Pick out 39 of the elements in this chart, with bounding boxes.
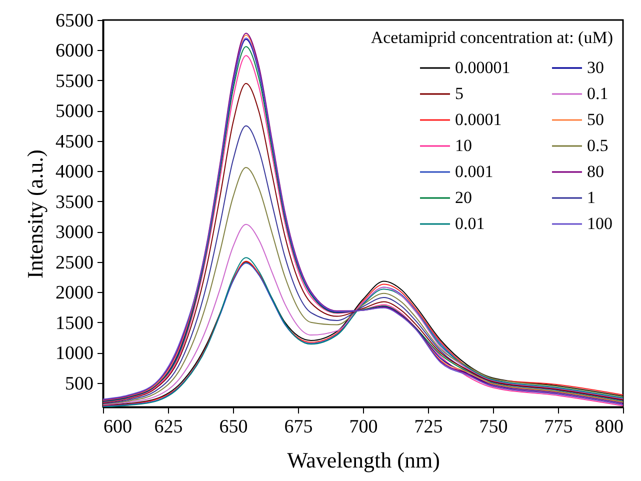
x-tick-label: 700 — [349, 416, 378, 438]
y-tick-label: 2500 — [56, 252, 94, 274]
y-axis-title: Intensity (a.u.) — [22, 150, 48, 278]
legend-label: 50 — [587, 110, 604, 129]
legend-label: 1 — [587, 188, 596, 207]
legend-label: 10 — [455, 136, 472, 155]
x-tick-label: 625 — [154, 416, 183, 438]
x-tick-label: 800 — [595, 416, 624, 438]
legend-label: 100 — [587, 214, 612, 233]
y-tick-label: 5000 — [56, 101, 94, 122]
y-tick-label: 1500 — [56, 312, 94, 334]
x-tick-label: 725 — [414, 416, 443, 438]
y-tick-label: 4500 — [56, 131, 94, 152]
legend-label: 0.00001 — [455, 58, 510, 77]
legend-label: 0.1 — [587, 84, 608, 103]
x-tick-label: 600 — [104, 416, 132, 438]
y-tick-label: 2000 — [56, 282, 94, 304]
y-tick-label: 4000 — [56, 162, 94, 183]
legend-label: 0.001 — [455, 162, 494, 181]
legend-label: 30 — [587, 58, 604, 77]
legend-label: 80 — [587, 162, 604, 181]
legend-label: 0.01 — [455, 214, 485, 233]
y-tick-label: 3000 — [56, 222, 94, 244]
y-tick-label: 6500 — [56, 10, 94, 32]
x-tick-label: 650 — [219, 416, 248, 438]
y-tick-label: 3500 — [56, 192, 94, 213]
x-tick-label: 775 — [544, 416, 573, 438]
legend-title: Acetamiprid concentration at: (uM) — [370, 28, 613, 47]
legend-label: 20 — [455, 188, 472, 207]
y-tick-label: 1000 — [56, 343, 94, 364]
x-axis-title: Wavelength (nm) — [287, 448, 440, 472]
legend-label: 0.0001 — [455, 110, 502, 129]
legend-label: 0.5 — [587, 136, 608, 155]
legend-label: 5 — [455, 84, 464, 103]
y-tick-label: 500 — [65, 373, 94, 394]
x-tick-label: 750 — [479, 416, 508, 438]
y-tick-label: 6000 — [56, 40, 94, 62]
x-tick-label: 675 — [284, 416, 313, 438]
y-tick-label: 5500 — [56, 70, 94, 92]
